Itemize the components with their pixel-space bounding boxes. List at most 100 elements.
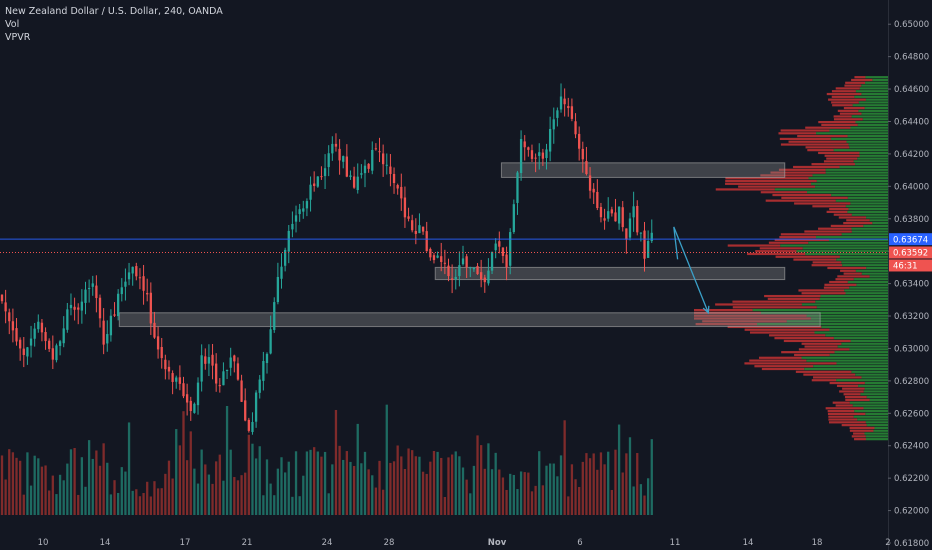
- candle-up[interactable]: [385, 164, 388, 166]
- candle-down[interactable]: [40, 322, 44, 333]
- candle-down[interactable]: [447, 265, 450, 277]
- candle-down[interactable]: [138, 277, 142, 279]
- candle-up[interactable]: [519, 139, 523, 173]
- candle-down[interactable]: [215, 363, 218, 384]
- candle-down[interactable]: [614, 212, 617, 222]
- candle-down[interactable]: [425, 231, 428, 252]
- candle-down[interactable]: [392, 173, 396, 184]
- projection-arrow[interactable]: [673, 226, 709, 314]
- symbol-title[interactable]: New Zealand Dollar / U.S. Dollar, 240, O…: [5, 6, 223, 17]
- candle-up[interactable]: [80, 301, 84, 311]
- candle-down[interactable]: [320, 176, 323, 178]
- candle-down[interactable]: [505, 254, 508, 268]
- candle-up[interactable]: [469, 267, 472, 269]
- candle-up[interactable]: [196, 382, 200, 406]
- candle-up[interactable]: [461, 258, 465, 265]
- candle-up[interactable]: [33, 328, 36, 339]
- candle-down[interactable]: [338, 148, 341, 161]
- candle-down[interactable]: [244, 400, 247, 421]
- candle-up[interactable]: [66, 309, 69, 330]
- candle-down[interactable]: [345, 156, 348, 177]
- candle-up[interactable]: [58, 341, 62, 346]
- candle-up[interactable]: [276, 276, 280, 303]
- candle-down[interactable]: [570, 106, 574, 119]
- candle-up[interactable]: [472, 267, 476, 270]
- candle-up[interactable]: [262, 361, 265, 381]
- candle-down[interactable]: [178, 377, 182, 384]
- candle-down[interactable]: [465, 256, 468, 268]
- candle-up[interactable]: [418, 225, 421, 234]
- candle-down[interactable]: [432, 255, 436, 261]
- candle-down[interactable]: [48, 340, 51, 349]
- candle-up[interactable]: [545, 149, 548, 159]
- candle-up[interactable]: [323, 168, 327, 177]
- candle-down[interactable]: [51, 348, 54, 360]
- candle-down[interactable]: [625, 228, 628, 240]
- candle-up[interactable]: [298, 209, 301, 215]
- candle-down[interactable]: [414, 230, 417, 234]
- candle-down[interactable]: [189, 400, 192, 412]
- candle-down[interactable]: [530, 150, 534, 159]
- candle-up[interactable]: [291, 223, 294, 230]
- candle-up[interactable]: [556, 110, 559, 118]
- candle-down[interactable]: [185, 394, 189, 403]
- candle-down[interactable]: [352, 176, 356, 188]
- candle-down[interactable]: [204, 356, 207, 364]
- candle-up[interactable]: [55, 345, 58, 361]
- price-axis[interactable]: [888, 0, 932, 550]
- candle-up[interactable]: [363, 165, 367, 174]
- candle-down[interactable]: [182, 383, 185, 397]
- candle-down[interactable]: [592, 188, 595, 193]
- candle-down[interactable]: [98, 297, 102, 319]
- candle-down[interactable]: [585, 161, 588, 175]
- candle-up[interactable]: [258, 379, 261, 393]
- candle-up[interactable]: [69, 304, 73, 309]
- candle-up[interactable]: [559, 96, 563, 110]
- candle-up[interactable]: [254, 392, 258, 422]
- vpvr-indicator-label[interactable]: VPVR: [5, 32, 31, 43]
- candle-up[interactable]: [538, 152, 541, 156]
- candle-down[interactable]: [374, 148, 378, 150]
- candle-up[interactable]: [29, 338, 33, 346]
- candle-down[interactable]: [501, 247, 505, 256]
- candle-down[interactable]: [149, 292, 152, 324]
- candle-down[interactable]: [534, 157, 537, 159]
- candle-down[interactable]: [574, 121, 577, 135]
- candle-up[interactable]: [265, 353, 269, 364]
- candle-down[interactable]: [429, 248, 432, 258]
- candle-up[interactable]: [302, 208, 305, 212]
- candle-up[interactable]: [331, 143, 334, 154]
- candle-down[interactable]: [440, 256, 443, 262]
- candle-up[interactable]: [356, 176, 359, 191]
- candle-up[interactable]: [454, 276, 457, 280]
- candle-down[interactable]: [396, 185, 399, 189]
- candle-up[interactable]: [607, 211, 610, 219]
- candle-down[interactable]: [367, 163, 370, 169]
- candle-down[interactable]: [19, 339, 22, 349]
- candle-up[interactable]: [632, 206, 635, 218]
- candle-down[interactable]: [73, 306, 76, 310]
- candle-down[interactable]: [588, 175, 592, 191]
- candle-down[interactable]: [77, 307, 80, 310]
- candle-up[interactable]: [628, 218, 632, 238]
- candle-up[interactable]: [512, 204, 515, 233]
- candle-up[interactable]: [494, 243, 497, 251]
- candle-down[interactable]: [603, 218, 606, 221]
- candle-down[interactable]: [8, 312, 11, 322]
- candle-down[interactable]: [146, 293, 149, 295]
- candle-up[interactable]: [120, 287, 123, 295]
- resistance-zone-upper[interactable]: [500, 162, 786, 178]
- candle-down[interactable]: [0, 294, 4, 302]
- candle-down[interactable]: [22, 348, 25, 355]
- candle-down[interactable]: [160, 346, 163, 359]
- candle-up[interactable]: [490, 251, 494, 271]
- candle-up[interactable]: [316, 176, 319, 187]
- candle-down[interactable]: [636, 205, 639, 233]
- candle-up[interactable]: [91, 283, 94, 287]
- candle-up[interactable]: [283, 249, 287, 266]
- candle-up[interactable]: [200, 355, 203, 382]
- candle-up[interactable]: [26, 347, 29, 357]
- candle-up[interactable]: [117, 293, 120, 317]
- candle-up[interactable]: [37, 321, 40, 330]
